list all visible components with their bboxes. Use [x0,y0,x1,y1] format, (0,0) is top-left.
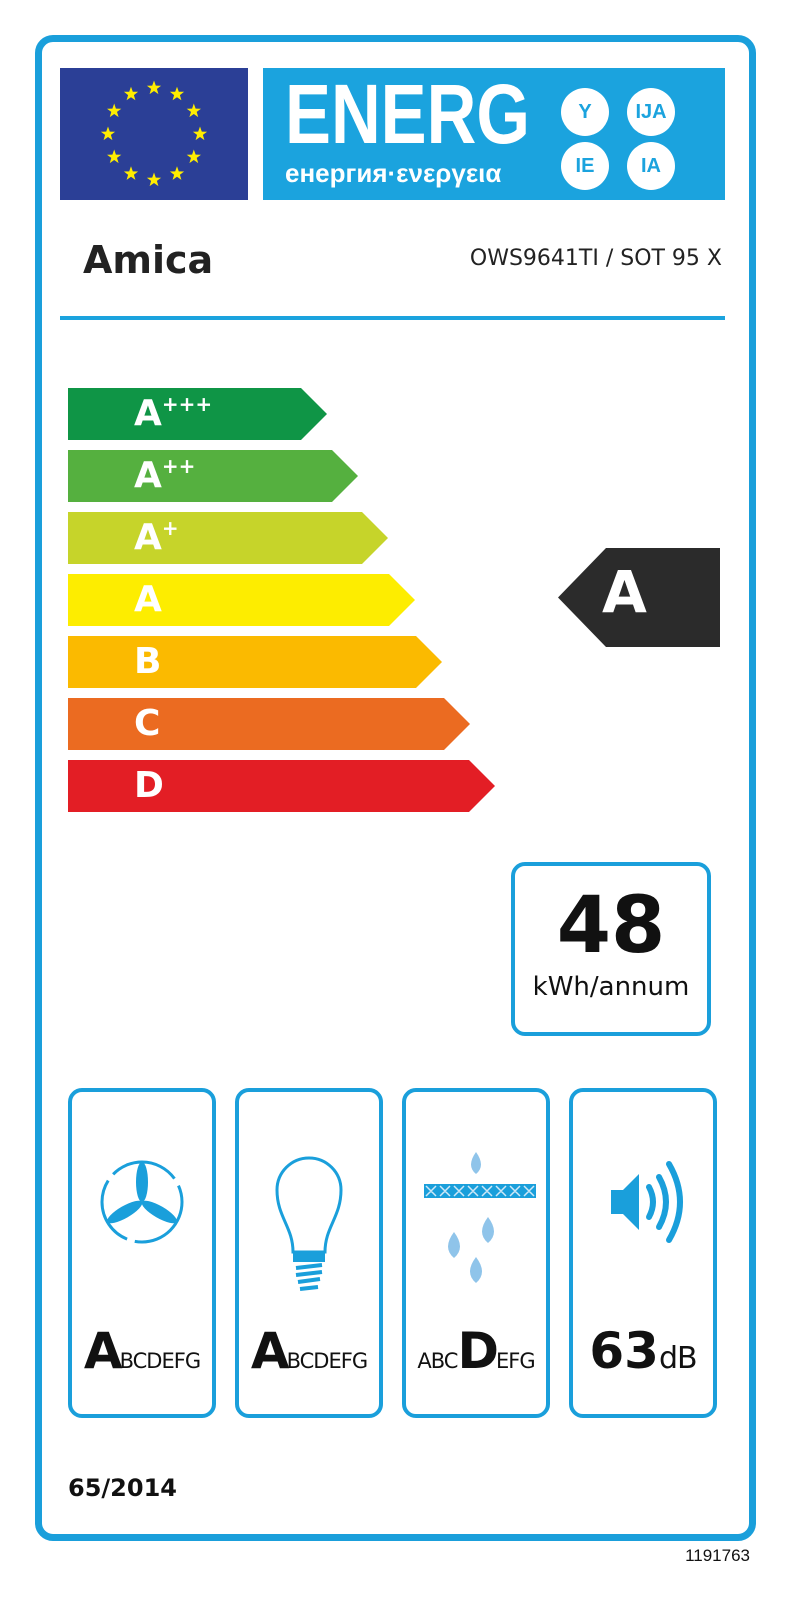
lighting-box: ABCDEFG [235,1088,383,1418]
energy-class-bar: B [68,636,442,688]
noise-unit: dB [658,1341,698,1376]
other-classes: EFG [495,1349,536,1373]
grease-filter-icon [424,1152,536,1283]
suffix-y: Y [561,88,609,136]
energy-title: ENERG [285,68,530,161]
speaker-noise-icon [611,1161,683,1243]
energy-banner: ENERG енергия·ενεργεια Y IJA IE IA [263,68,725,200]
class-scale: ABCDEFG [239,1322,379,1380]
star-icon [146,172,162,187]
brand-name: Amica [83,238,214,282]
selected-class: A [83,1322,123,1380]
star-icon [169,166,185,180]
selected-class: D [457,1322,498,1380]
light-bulb-icon [275,1156,343,1291]
energy-class-bar: A [68,574,415,626]
suffix-ia: IA [627,142,675,190]
energy-class-label: A+++ [134,392,213,434]
energy-class-bar: A++ [68,450,358,502]
energy-class-bar: A+ [68,512,388,564]
star-icon [186,103,201,118]
label-frame [35,35,756,1541]
energy-class-label: A+ [134,516,179,558]
star-icon [123,166,139,180]
energy-class-bar: A+++ [68,388,327,440]
class-scale: ABCDEFG [72,1322,212,1380]
star-icon [186,149,201,164]
other-classes: BCDEFG [119,1349,201,1373]
star-icon [146,80,162,95]
regulation-number: 65/2014 [68,1474,177,1502]
fan-icon [100,1160,184,1244]
eu-flag-icon [60,68,248,200]
star-icon [169,86,185,101]
star-icon [107,149,122,164]
consumption-value: 48 [556,881,666,971]
energy-class-label: C [134,703,161,744]
fluid-dynamic-box: ABCDEFG [68,1088,216,1418]
rating-letter: A [602,558,647,626]
energy-class-label: A [134,579,162,620]
noise-value: 63 [589,1322,659,1380]
energy-class-bar: D [68,760,495,812]
other-classes: ABC [417,1349,458,1373]
rating-arrow: A [558,548,720,647]
divider [60,316,725,320]
class-scale: ABCDEFG [406,1322,546,1380]
consumption-unit: kWh/annum [532,972,690,1002]
star-icon [192,126,208,141]
energy-class-label: D [134,765,164,806]
suffix-ie: IE [561,142,609,190]
selected-class: A [250,1322,290,1380]
energy-class-label: B [134,641,162,682]
star-icon [100,126,116,141]
energy-subtitle: енергия·ενεργεια [285,158,502,188]
energy-class-label: A++ [134,454,196,496]
model-id: OWS9641TI / SOT 95 X [469,246,722,271]
grease-filter-box: ABCDEFG [402,1088,550,1418]
noise-box: 63dB [569,1088,717,1418]
label-code: 1191763 [685,1546,750,1565]
star-icon [107,103,122,118]
star-icon [123,86,139,101]
consumption-box: 48 kWh/annum [511,862,711,1036]
other-classes: BCDEFG [286,1349,368,1373]
energy-class-bar: C [68,698,470,750]
suffix-ija: IJA [627,88,675,136]
noise-level: 63dB [573,1322,713,1380]
